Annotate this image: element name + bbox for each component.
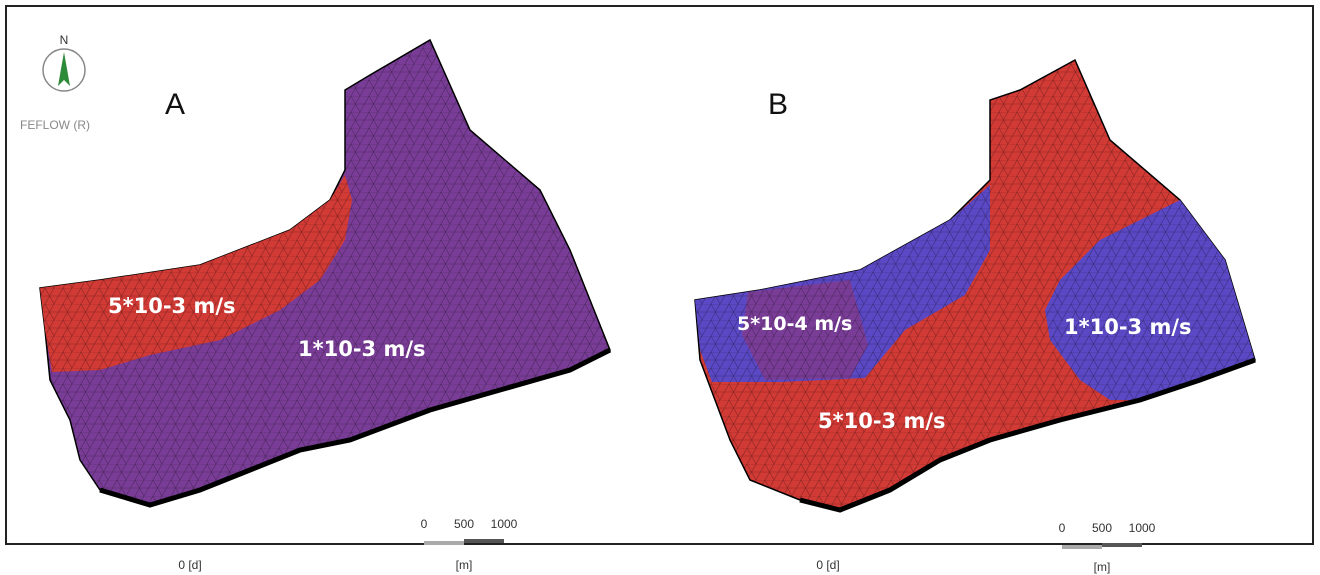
panel-label: B bbox=[768, 88, 788, 121]
scale-tick: 0 bbox=[1059, 521, 1066, 535]
zone-label: 1*10-3 m/s bbox=[1064, 315, 1192, 339]
scale-unit: [m] bbox=[456, 558, 473, 572]
scale-tick: 1000 bbox=[491, 517, 518, 531]
zone-label: 5*10-4 m/s bbox=[737, 313, 852, 335]
software-label: FEFLOW (R) bbox=[20, 118, 90, 132]
zone-label: 1*10-3 m/s bbox=[298, 337, 426, 361]
compass-label: N bbox=[60, 33, 69, 47]
scale-tick: 500 bbox=[454, 517, 474, 531]
scale-unit: [m] bbox=[1094, 560, 1111, 574]
zone-label: 5*10-3 m/s bbox=[108, 294, 236, 318]
figure: N FEFLOW (R) A 5*10-3 m/s 1*10-3 m/s B 5… bbox=[0, 0, 1320, 575]
scale-tick: 1000 bbox=[1129, 521, 1156, 535]
time-label: 0 [d] bbox=[816, 558, 839, 572]
time-label: 0 [d] bbox=[178, 558, 201, 572]
scale-tick: 500 bbox=[1092, 521, 1112, 535]
zone-label: 5*10-3 m/s bbox=[818, 409, 946, 433]
panel-label: A bbox=[165, 88, 185, 121]
scale-tick: 0 bbox=[421, 517, 428, 531]
